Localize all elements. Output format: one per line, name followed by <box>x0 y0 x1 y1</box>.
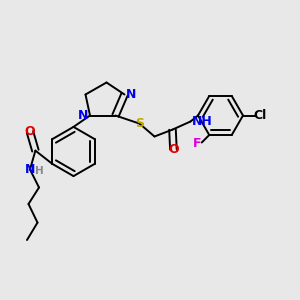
Text: O: O <box>25 125 35 139</box>
Text: Cl: Cl <box>254 109 267 122</box>
Text: H: H <box>34 166 43 176</box>
Text: N: N <box>126 88 136 101</box>
Text: N: N <box>78 109 88 122</box>
Text: N: N <box>25 163 35 176</box>
Text: F: F <box>193 137 201 151</box>
Text: NH: NH <box>192 115 212 128</box>
Text: S: S <box>135 117 144 130</box>
Text: O: O <box>168 143 179 156</box>
